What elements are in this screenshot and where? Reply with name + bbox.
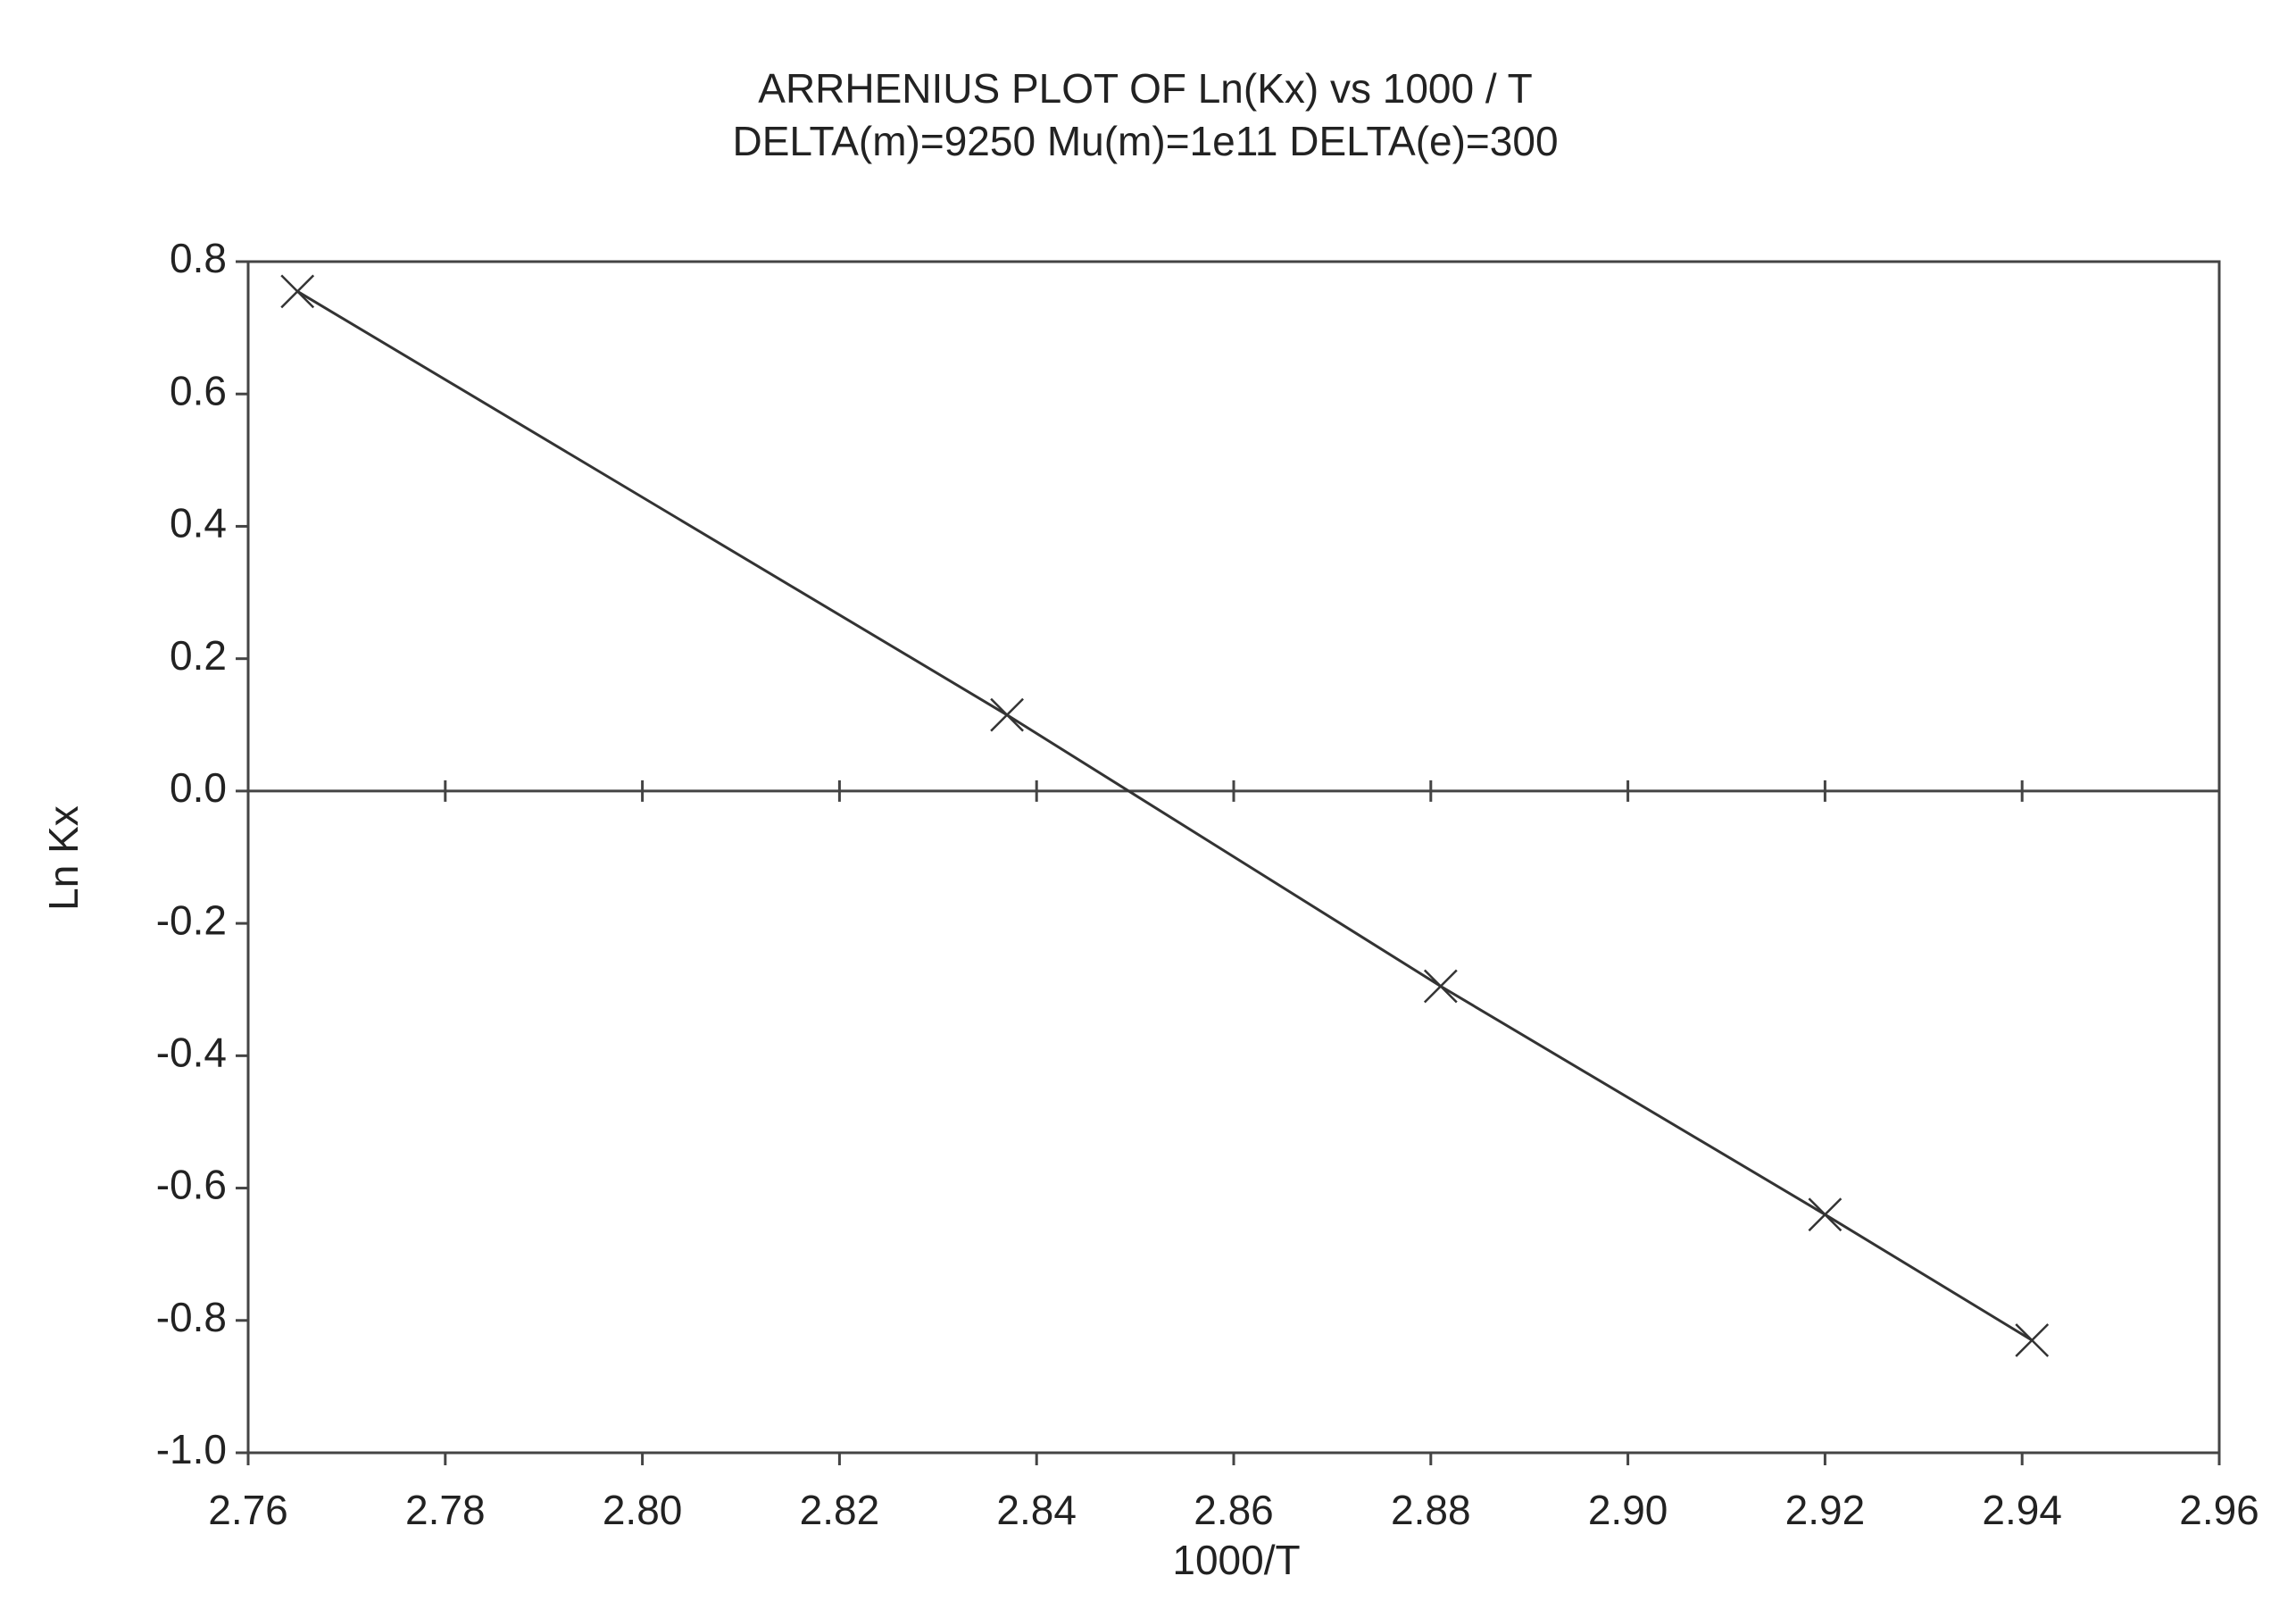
y-tick-label: 0.8: [170, 235, 227, 281]
x-tick-label: 2.94: [1982, 1487, 2062, 1533]
y-tick-label: -0.4: [156, 1029, 227, 1075]
series-line: [296, 290, 2034, 1342]
y-tick-label: 0.2: [170, 632, 227, 679]
y-tick-label: -1.0: [156, 1426, 227, 1472]
marker: [990, 697, 1024, 732]
x-tick-label: 2.76: [208, 1487, 288, 1533]
x-axis-label: 1000/T: [1172, 1537, 1300, 1583]
chart-title: ARRHENIUS PLOT OF Ln(Kx) vs 1000 / T: [758, 65, 1532, 112]
chart-subtitle: DELTA(m)=9250 Mu(m)=1e11 DELTA(e)=300: [732, 118, 1558, 164]
x-tick-label: 2.96: [2179, 1487, 2259, 1533]
x-tick-label: 2.82: [800, 1487, 880, 1533]
y-tick-label: -0.8: [156, 1294, 227, 1340]
y-tick-label: 0.4: [170, 500, 227, 546]
y-tick-label: 0.0: [170, 764, 227, 811]
x-tick-label: 2.84: [996, 1487, 1077, 1533]
y-tick-label: 0.6: [170, 367, 227, 413]
y-axis-label: Ln Kx: [40, 805, 87, 911]
x-tick-label: 2.78: [405, 1487, 486, 1533]
y-tick-label: -0.2: [156, 896, 227, 943]
marker: [280, 274, 315, 309]
marker: [1423, 969, 1458, 1004]
x-tick-label: 2.88: [1391, 1487, 1471, 1533]
x-tick-label: 2.86: [1194, 1487, 1274, 1533]
x-tick-label: 2.92: [1785, 1487, 1866, 1533]
marker: [2015, 1323, 2050, 1357]
x-tick-label: 2.90: [1588, 1487, 1668, 1533]
y-tick-label: -0.6: [156, 1162, 227, 1208]
x-tick-label: 2.80: [603, 1487, 683, 1533]
marker: [1808, 1197, 1843, 1232]
